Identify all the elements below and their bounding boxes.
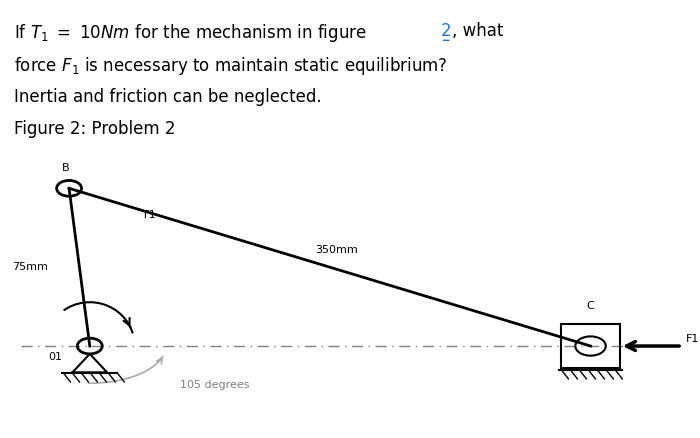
- Text: Inertia and friction can be neglected.: Inertia and friction can be neglected.: [14, 88, 321, 106]
- Text: T1: T1: [141, 210, 155, 219]
- Text: 01: 01: [48, 352, 62, 362]
- Text: C: C: [587, 301, 594, 311]
- Text: Figure 2: Problem 2: Figure 2: Problem 2: [14, 120, 175, 138]
- Text: If $T_1\ =\ 10Nm$ for the mechanism in figure: If $T_1\ =\ 10Nm$ for the mechanism in f…: [14, 22, 368, 44]
- Bar: [561, 324, 620, 368]
- Text: force $F_1$ is necessary to maintain static equilibrium?: force $F_1$ is necessary to maintain sta…: [14, 55, 447, 77]
- Text: 105 degrees: 105 degrees: [180, 381, 249, 390]
- Text: B: B: [62, 163, 69, 173]
- Text: , what: , what: [452, 22, 503, 40]
- Text: 2: 2: [441, 22, 452, 40]
- Text: 75mm: 75mm: [13, 262, 48, 272]
- Text: F1: F1: [685, 335, 699, 344]
- Text: 350mm: 350mm: [315, 245, 358, 254]
